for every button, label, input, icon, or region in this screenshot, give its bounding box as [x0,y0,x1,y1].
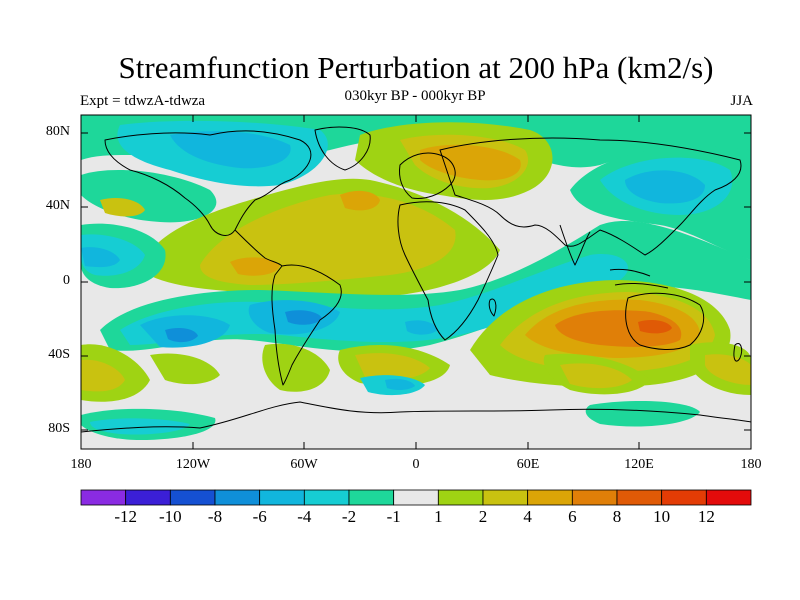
x-tick-label-0: 0 [412,457,420,472]
colorbar-swatch [169,489,216,506]
contour-blue-samerica [285,310,322,325]
colorbar-label: 12 [697,507,715,526]
y-tick-label-40n: 40N [45,198,70,213]
x-tick-label-180w: 180 [70,457,92,472]
contour-lightblue-satlantic-south [385,378,415,391]
coastline-south-america [271,264,342,386]
coastline-europe [399,152,456,199]
x-tick-label-60e: 60E [516,457,540,472]
colorbar-label: -1 [386,507,401,526]
x-ticks [192,115,640,449]
colorbar-swatch [348,489,395,506]
contour-green-antarctic-east [585,400,700,427]
colorbar-label: -6 [252,507,267,526]
colorbar-label: -4 [297,507,312,526]
contour-blue-wpacific [81,247,120,268]
coastline-north-america [104,130,312,236]
colorbar-swatch [393,489,439,506]
colorbar-label: -2 [341,507,357,526]
contour-olive-satlantic [355,353,430,380]
contour-field [81,115,751,449]
y-tick-label-80s: 80S [48,421,70,436]
map-subtitle: 030kyr BP - 000kyr BP [344,88,486,104]
contour-darkorange-australia [638,320,672,334]
y-tick-label-0: 0 [63,273,70,288]
colorbar-swatch [482,489,529,506]
contour-lightblue-canada [170,131,291,169]
colorbar-swatch [616,489,663,506]
colorbar-swatch [527,489,573,506]
coastlines [81,126,751,433]
contour-olive-npacific [100,198,145,217]
colorbar [80,489,752,506]
colorbar-label: -10 [158,507,182,526]
coastline-india [559,224,591,266]
x-tick-label-120w: 120W [175,457,211,472]
contour-blue-spacific [165,328,198,343]
contour-olive-spacific-east [705,354,751,385]
y-ticks [81,132,751,431]
contour-olive-smidlat [81,359,125,392]
y-tick-label-40s: 40S [48,347,70,362]
x-tick-label-120e: 120E [624,457,654,472]
colorbar-swatch [437,489,484,506]
contour-orange-australia [555,310,682,347]
y-tick-label-80n: 80N [45,124,70,139]
colorbar-label: 6 [568,507,577,526]
colorbar-label: 8 [612,507,622,526]
season-label: JJA [730,93,753,109]
colorbar-swatch [661,489,707,506]
colorbar-swatch [303,489,350,506]
map-title: Streamfunction Perturbation at 200 hPa (… [118,50,714,85]
contour-lightblue-eastasia [625,170,705,204]
coastline-madagascar [488,298,497,317]
contour-lightblue-satlantic [405,320,438,335]
experiment-label: Expt = tdwzA-tdwza [80,93,206,109]
coastline-greenland [314,126,371,171]
colorbar-swatch [80,489,127,506]
contour-gold-caribbean [230,257,280,276]
coastline-africa [397,201,499,341]
colorbar-label: -12 [114,507,137,526]
contour-olive-sindian [560,363,632,389]
x-tick-label-60w: 60W [290,457,318,472]
coastline-australia [625,292,705,350]
colorbar-label: 4 [523,507,532,526]
colorbar-swatch [214,489,261,506]
contour-cyan-antarctic-west [90,418,190,435]
coastline-new-zealand [733,343,743,362]
x-tick-label-180e: 180 [740,457,762,472]
coastline-central-america [234,229,283,267]
contour-gold-eurasia [420,144,521,181]
contour-gold-atlantic [340,190,380,211]
colorbar-label: 10 [653,507,671,526]
colorbar-swatch [705,489,752,506]
colorbar-label: 1 [434,507,443,526]
coastline-indonesia [609,269,669,289]
contour-lime-spacific-west [150,353,220,385]
colorbar-swatch [125,489,171,506]
coastline-eurasia [439,137,742,256]
colorbar-swatch [259,489,305,506]
colorbar-swatch [571,489,618,506]
colorbar-label: 2 [478,507,488,526]
colorbar-label: -8 [207,507,223,526]
coastline-antarctica [81,401,751,433]
contour-lime-southamerica [262,343,330,392]
